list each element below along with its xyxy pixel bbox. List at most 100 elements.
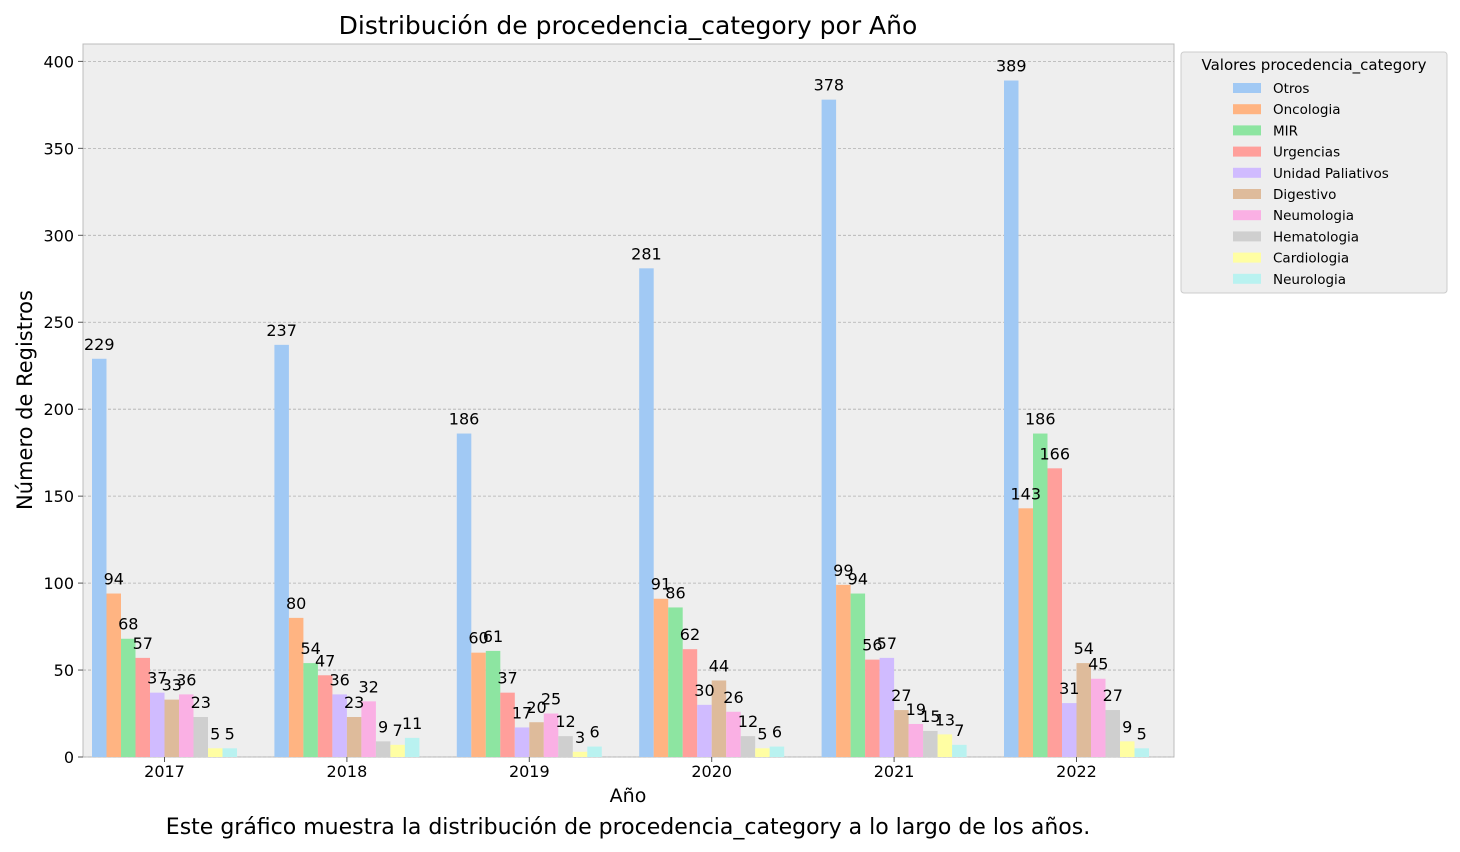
bar <box>1120 741 1135 757</box>
bar <box>879 657 895 757</box>
bar-value-label: 23 <box>191 693 211 712</box>
bar <box>558 736 573 757</box>
bar <box>726 711 741 757</box>
bar <box>164 699 179 757</box>
legend-entry-label: Neurologia <box>1273 272 1346 288</box>
bar-value-label: 57 <box>877 634 897 653</box>
legend-entry-label: Hematologia <box>1273 229 1359 245</box>
bar-value-label: 27 <box>891 686 911 705</box>
legend-entry-label: Neumologia <box>1273 208 1354 224</box>
x-tick-label: 2020 <box>691 762 732 781</box>
chart-title: Distribución de procedencia_category por… <box>339 11 918 40</box>
legend-entry-label: Unidad Paliativos <box>1273 166 1389 182</box>
bar-value-label: 11 <box>402 714 422 733</box>
bar-value-label: 7 <box>954 721 964 740</box>
bar-value-label: 60 <box>468 629 488 648</box>
bar <box>543 713 559 757</box>
x-axis-ticks: 2017 2018 2019 2020 2021 2022 <box>144 757 1097 781</box>
bar-value-label: 94 <box>848 570 868 589</box>
bar-value-label: 5 <box>225 724 235 743</box>
bar-value-label: 36 <box>176 670 196 689</box>
legend-entry-label: Digestivo <box>1273 187 1336 203</box>
bar <box>682 649 698 757</box>
bar <box>332 694 347 757</box>
legend-swatch <box>1233 104 1261 115</box>
bar <box>404 737 420 757</box>
bar-value-label: 26 <box>723 688 743 707</box>
bar-value-label: 237 <box>266 321 297 340</box>
bar <box>821 99 837 757</box>
bar <box>106 593 121 757</box>
legend: Valores procedencia_category Otros Oncolo… <box>1180 51 1448 294</box>
y-tick-label: 250 <box>43 313 74 332</box>
plot-area <box>82 43 1175 758</box>
y-axis-ticks: 0 50 100 150 200 250 300 350 400 <box>43 52 83 767</box>
bar-value-label: 5 <box>210 724 220 743</box>
bar-value-label: 36 <box>329 670 349 689</box>
bar <box>1047 468 1062 757</box>
bar-value-label: 9 <box>1122 717 1132 736</box>
legend-swatch <box>1233 273 1261 284</box>
bar-value-label: 17 <box>512 703 532 722</box>
bar-value-label: 281 <box>631 244 662 263</box>
bar <box>668 607 683 757</box>
x-axis-label: Año <box>610 785 647 807</box>
bar-value-label: 186 <box>1025 410 1056 429</box>
legend-entry-label: Otros <box>1273 81 1309 97</box>
bar <box>952 744 967 757</box>
bar <box>529 722 544 757</box>
chart-caption: Este gráfico muestra la distribución de … <box>166 815 1090 840</box>
bar <box>1076 663 1091 757</box>
bar <box>346 717 362 757</box>
bar-value-label: 33 <box>162 676 182 695</box>
bar <box>375 741 391 757</box>
bar-value-label: 44 <box>709 656 729 675</box>
bar <box>92 358 107 757</box>
bar-value-label: 45 <box>1088 655 1108 674</box>
legend-entry-label: Oncologia <box>1273 102 1340 118</box>
bar-value-label: 91 <box>651 575 671 594</box>
bar-value-label: 37 <box>147 669 167 688</box>
bar <box>288 617 304 757</box>
bar-value-label: 30 <box>694 681 714 700</box>
legend-swatch <box>1233 146 1261 157</box>
bar-value-label: 80 <box>286 594 306 613</box>
bar <box>572 751 588 757</box>
bar <box>1004 80 1019 757</box>
bar-value-label: 56 <box>862 636 882 655</box>
bars <box>92 80 1149 757</box>
bar-value-label: 5 <box>757 724 767 743</box>
bar <box>740 736 756 757</box>
bar-value-label: 229 <box>84 335 115 354</box>
legend-swatch <box>1233 189 1261 199</box>
bar <box>1033 433 1048 757</box>
bar-value-label: 99 <box>833 561 853 580</box>
bar <box>639 268 654 757</box>
bar-value-label: 186 <box>449 410 480 429</box>
bar-value-label: 6 <box>589 723 599 742</box>
legend-swatch <box>1233 167 1261 178</box>
bar <box>179 694 194 757</box>
bar-value-label: 37 <box>497 669 517 688</box>
bar-value-label: 54 <box>1074 639 1094 658</box>
x-tick-label: 2022 <box>1056 762 1097 781</box>
bar-value-label: 5 <box>1137 724 1147 743</box>
y-tick-label: 400 <box>43 52 74 71</box>
bar-value-label: 86 <box>665 583 685 602</box>
bar-value-label: 15 <box>920 707 940 726</box>
y-tick-label: 350 <box>43 139 74 158</box>
bar <box>1134 748 1149 757</box>
bar <box>908 723 924 757</box>
grid-lines <box>83 60 1174 758</box>
bar-value-label: 54 <box>300 639 320 658</box>
legend-entry-label: Cardiologia <box>1273 251 1349 267</box>
bar <box>208 748 223 757</box>
bar <box>222 748 237 757</box>
bar-value-label: 27 <box>1103 686 1123 705</box>
legend-items: Otros Oncologia MIR Urgencias Unidad Paliati… <box>1233 81 1389 288</box>
bar <box>274 344 289 757</box>
bar-value-label: 20 <box>526 698 546 717</box>
legend-swatch <box>1233 252 1261 263</box>
bar <box>755 748 770 757</box>
